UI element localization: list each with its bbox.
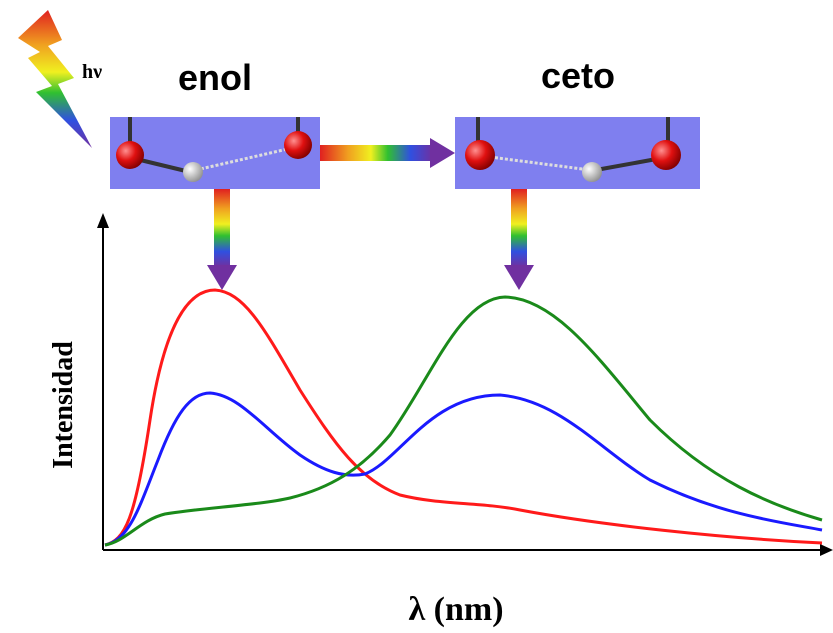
enol-emission-arrow (207, 189, 237, 290)
enol-label: enol (178, 57, 252, 98)
transfer-arrow (320, 138, 455, 168)
axes (97, 213, 833, 556)
blue-spectrum (104, 391, 823, 547)
x-axis-label: λ (nm) (408, 591, 503, 628)
y-axis-label: Intensidad (48, 341, 79, 469)
light-label: hν (82, 61, 102, 83)
light-bolt (18, 10, 92, 148)
ceto-molecule (455, 117, 700, 189)
green-spectrum (104, 295, 823, 547)
ceto-label: ceto (541, 55, 615, 96)
enol-molecule (110, 117, 320, 189)
ceto-emission-arrow (504, 189, 534, 290)
red-spectrum (104, 288, 823, 547)
